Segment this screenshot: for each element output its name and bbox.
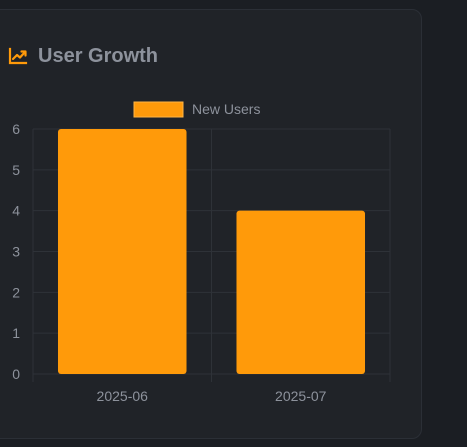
card-header: User Growth xyxy=(8,44,158,68)
trending-up-icon xyxy=(8,46,28,66)
y-tick-label: 6 xyxy=(12,121,20,137)
bar xyxy=(236,210,366,374)
y-tick-label: 3 xyxy=(12,244,20,260)
y-tick-label: 5 xyxy=(12,162,20,178)
y-tick-label: 2 xyxy=(12,284,20,300)
x-tick-label: 2025-07 xyxy=(275,388,327,404)
card-title: User Growth xyxy=(38,44,159,67)
y-tick-label: 1 xyxy=(12,325,20,341)
y-tick-label: 4 xyxy=(12,203,20,219)
x-tick-label: 2025-06 xyxy=(97,388,149,404)
legend-swatch xyxy=(133,101,184,118)
bar xyxy=(57,129,187,374)
legend-label: New Users xyxy=(192,101,260,117)
y-tick-label: 0 xyxy=(12,366,20,382)
